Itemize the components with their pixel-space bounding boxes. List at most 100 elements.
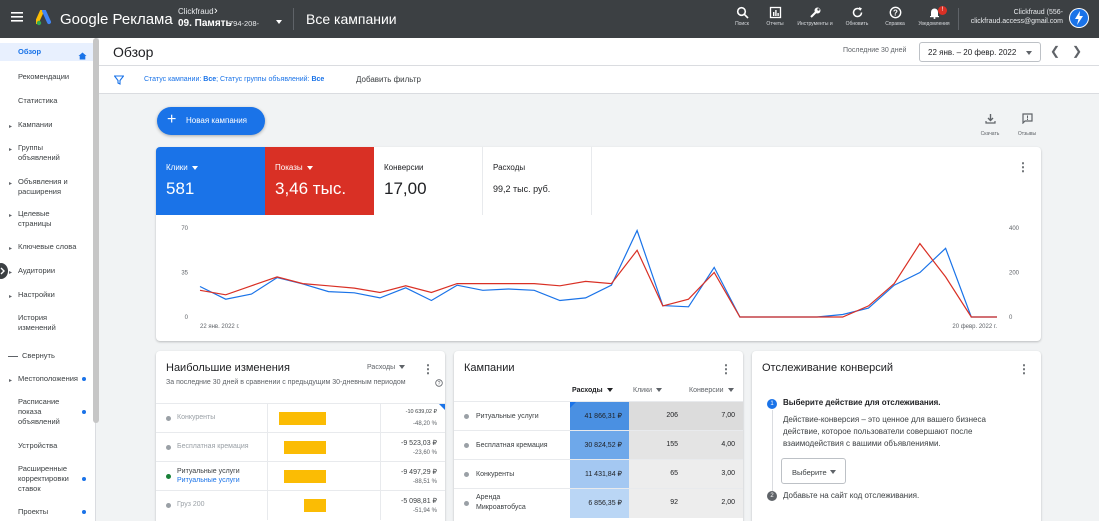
change-bar	[303, 499, 326, 512]
sidebar-item[interactable]: Местоположения ▸	[0, 370, 93, 388]
sidebar-item[interactable]: Обзор	[0, 43, 93, 61]
google-ads-logo-icon[interactable]	[36, 10, 54, 26]
table-row[interactable]: Ритуальные услуги Ритуальные услуги -9 497…	[156, 461, 445, 491]
search-icon	[736, 6, 749, 19]
tool-reports[interactable]: Отчеты	[755, 6, 795, 27]
download-button[interactable]: Скачать	[975, 111, 1005, 137]
conversions-value: 4,00	[721, 441, 735, 448]
campaign-link[interactable]: Ритуальные услуги	[177, 477, 240, 484]
new-campaign-button[interactable]: + Новая кампания	[157, 107, 265, 135]
sidebar-item[interactable]: Группы объявлений ▸	[0, 139, 93, 167]
metric-label: Расходы	[493, 163, 526, 172]
table-row[interactable]: Конкуренты -10 639,02 ₽ -48,20 %	[156, 403, 445, 433]
sidebar-item[interactable]: Проекты	[0, 503, 93, 521]
table-row[interactable]: Конкуренты 11 431,84 ₽ 65 3,00	[454, 459, 743, 489]
metric-value: 581	[166, 179, 195, 198]
table-row[interactable]: Бесплатная кремация 30 824,52 ₽ 155 4,00	[454, 430, 743, 460]
next-period-button[interactable]: ❯	[1072, 44, 1083, 58]
campaign-name[interactable]: Бесплатная кремация	[476, 442, 548, 449]
tool-label: Инструменты и	[797, 21, 833, 27]
change-value: -5 098,81 ₽	[401, 498, 437, 505]
table-row[interactable]: Бесплатная кремация -9 523,03 ₽ -23,60 %	[156, 432, 445, 462]
metric-tile[interactable]: Клики 581	[156, 147, 265, 215]
sidebar-item[interactable]: Настройки ▸	[0, 286, 93, 304]
sidebar-item[interactable]: Свернуть	[0, 347, 93, 365]
step-description: Действие-конверсия – это ценное для ваше…	[783, 415, 986, 448]
changes-metric-dropdown[interactable]: Расходы	[367, 364, 406, 371]
active-filters[interactable]: Статус кампании: Все; Статус группы объя…	[144, 76, 325, 83]
sidebar-item-label: Свернуть	[22, 351, 55, 360]
sidebar-item[interactable]: Статистика	[0, 92, 93, 110]
filter-bar: Статус кампании: Все; Статус группы объя…	[99, 66, 1099, 94]
filter-icon[interactable]	[114, 75, 124, 85]
x-tick-label: 20 февр. 2022 г.	[952, 324, 997, 330]
menu-icon[interactable]	[10, 10, 24, 24]
cost-value: 41 866,31 ₽	[584, 413, 622, 420]
tool-notifications[interactable]: Уведомления	[914, 6, 954, 27]
clicks-value: 92	[670, 499, 678, 506]
campaign-name[interactable]: Конкуренты	[476, 471, 515, 478]
date-period-label: Последние 30 дней	[843, 47, 907, 54]
sidebar-item[interactable]: Аудитории ▸	[0, 262, 93, 280]
metric-tile[interactable]: Конверсии 17,00	[374, 147, 483, 215]
sidebar-item-label: Аудитории	[18, 266, 56, 275]
new-feature-dot-icon	[82, 410, 86, 414]
account-dropdown-icon[interactable]	[276, 20, 282, 24]
sidebar-item[interactable]: Кампании ▸	[0, 116, 93, 134]
help-icon[interactable]: ?	[435, 379, 443, 387]
sidebar-item[interactable]: Объявления и расширения ▸	[0, 173, 93, 201]
app-title[interactable]: Google Реклама	[60, 11, 173, 28]
metric-tile[interactable]: Показы 3,46 тыс.	[265, 147, 374, 215]
cell-divider	[267, 491, 268, 520]
y-right-tick-label: 0	[1009, 315, 1013, 321]
sidebar-item[interactable]: Расписание показа объявлений	[0, 393, 93, 431]
metric-tile[interactable]: Расходы 99,2 тыс. руб.	[483, 147, 592, 215]
account-name[interactable]: 09. Память	[178, 18, 232, 29]
table-row[interactable]: Груз 200 -5 098,81 ₽ -51,94 %	[156, 490, 445, 520]
feedback-button[interactable]: Отзывы	[1012, 111, 1042, 137]
sidebar-item[interactable]: Рекомендации	[0, 68, 93, 86]
tool-search[interactable]: Поиск	[722, 6, 762, 27]
sidebar-scrollbar[interactable]	[93, 38, 99, 423]
refresh-icon	[852, 7, 862, 18]
svg-text:?: ?	[893, 8, 898, 17]
avatar[interactable]	[1069, 8, 1089, 28]
previous-period-button[interactable]: ❮	[1050, 44, 1061, 58]
campaign-name[interactable]: Ритуальные услуги	[476, 413, 539, 420]
clicks-cell	[629, 460, 683, 489]
campaign-name[interactable]: Аренда Микроавтобуса	[476, 494, 526, 511]
sidebar-item[interactable]: История изменений	[0, 309, 93, 337]
column-header-conversions[interactable]: Конверсии	[689, 387, 734, 394]
conversions-value: 7,00	[721, 412, 735, 419]
sidebar-item[interactable]: Расширенные корректировки ставок	[0, 460, 93, 498]
new-feature-dot-icon	[82, 477, 86, 481]
step-number: 1	[767, 399, 777, 409]
tool-tools[interactable]: Инструменты и	[795, 6, 835, 27]
card-title: Кампании	[464, 362, 515, 374]
more-vert-icon[interactable]: ⋮	[1017, 160, 1029, 174]
table-row[interactable]: Аренда Микроавтобуса 6 856,35 ₽ 92 2,00	[454, 488, 743, 518]
cost-value: 11 431,84 ₽	[584, 471, 622, 478]
table-row[interactable]: Ритуальные услуги 41 866,31 ₽ 206 7,00	[454, 401, 743, 431]
sidebar-toggle-button[interactable]	[0, 263, 8, 279]
more-vert-icon[interactable]: ⋮	[720, 362, 732, 376]
conversion-action-select[interactable]: Выберите	[781, 458, 846, 484]
more-vert-icon[interactable]: ⋮	[422, 362, 434, 376]
status-dot-icon	[166, 474, 171, 479]
sidebar-item[interactable]: Ключевые слова ▸	[0, 238, 93, 256]
add-filter-button[interactable]: Добавить фильтр	[356, 75, 421, 84]
tool-label: Отчеты	[766, 21, 784, 27]
more-vert-icon[interactable]: ⋮	[1018, 362, 1030, 376]
tool-help[interactable]: ? Справка	[875, 6, 915, 27]
sidebar-item-label: Группы объявлений	[18, 143, 60, 162]
sidebar-item[interactable]: Устройства	[0, 437, 93, 455]
account-parent[interactable]: Clickfraud	[178, 7, 214, 16]
tool-refresh[interactable]: Обновить	[837, 6, 877, 27]
date-range-picker[interactable]: 22 янв. – 20 февр. 2022	[919, 42, 1041, 62]
page-header: Обзор Последние 30 дней 22 янв. – 20 фев…	[99, 38, 1099, 66]
new-feature-dot-icon	[82, 510, 86, 514]
column-header-cost[interactable]: Расходы	[572, 387, 613, 394]
sidebar-item[interactable]: Целевые страницы ▸	[0, 205, 93, 233]
series-line-clicks	[199, 228, 997, 318]
column-header-clicks[interactable]: Клики	[633, 387, 663, 394]
